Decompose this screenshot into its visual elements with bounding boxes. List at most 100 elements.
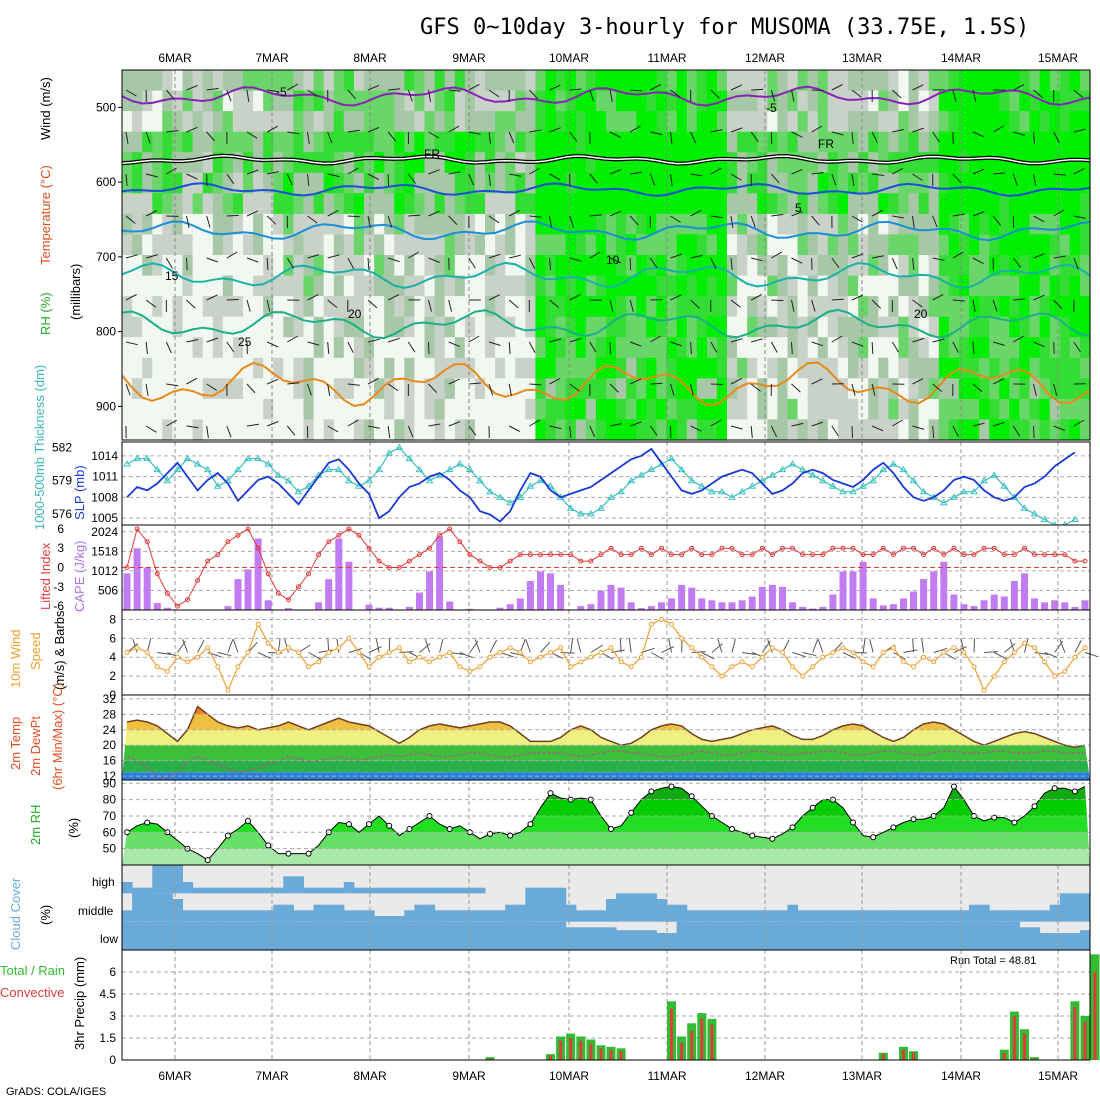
rh-cell: [303, 255, 315, 277]
rh-cell: [1059, 172, 1071, 194]
rh-cell: [142, 111, 153, 133]
rh2m-point: [769, 835, 776, 842]
wind10-barb: [731, 638, 736, 653]
rh-cell: [696, 378, 708, 400]
rh-cell: [202, 111, 214, 133]
rh-cell: [555, 193, 567, 215]
rh-cell: [898, 378, 910, 400]
rh-cell: [454, 70, 466, 92]
rh-cell: [212, 234, 224, 256]
rh-cell: [263, 193, 274, 215]
wind-barb: [710, 215, 723, 219]
rh-cell: [727, 357, 738, 379]
rh-cell: [142, 337, 153, 359]
cloud-high-bar: [303, 887, 315, 894]
rh-cell: [979, 357, 990, 379]
wind-barb: [246, 131, 258, 139]
rh-band: [122, 848, 1090, 865]
wind-barb: [831, 257, 840, 268]
cloud-middle-bar: [999, 910, 1010, 922]
rh-cell: [1059, 213, 1071, 236]
wind-barb: [549, 257, 552, 271]
wind10-barb: [368, 646, 382, 653]
rh-cell: [989, 213, 1000, 236]
wind10-point: [991, 673, 997, 679]
li-point: [265, 571, 271, 577]
rh-cell: [263, 90, 274, 112]
wind-barb: [771, 299, 784, 302]
rh-cell: [706, 275, 718, 297]
thickness-point: [153, 465, 162, 473]
rh-cell: [706, 296, 718, 318]
rh-cell: [989, 152, 1000, 174]
rh-cell: [545, 131, 557, 153]
wind10-point: [225, 687, 231, 693]
cloud-high-bar: [555, 887, 567, 894]
precip-conv-bar: [1073, 1007, 1077, 1060]
rh-cell: [525, 357, 536, 379]
cloud-middle-bar: [767, 910, 778, 922]
cape-bar: [123, 573, 131, 610]
thickness-point: [365, 476, 373, 484]
rh-cell: [263, 316, 274, 338]
rh-cell: [464, 398, 476, 421]
rh-cell: [364, 193, 375, 215]
wind-barb: [811, 421, 824, 427]
rh-cell: [817, 337, 829, 359]
rh-cell: [636, 296, 647, 318]
rh-cell: [787, 337, 799, 359]
thickness-point: [496, 493, 505, 500]
date-label-top: 14MAR: [941, 51, 981, 65]
rh-cell: [606, 357, 617, 379]
rh-cell: [595, 213, 607, 236]
rh-cell: [374, 255, 385, 277]
rh-cell: [253, 70, 264, 92]
precip-conv-bar: [912, 1052, 915, 1060]
rh-cell: [1039, 296, 1051, 318]
rh-cell: [202, 378, 214, 400]
cloud-high-bar: [414, 887, 425, 894]
rh-cell: [353, 131, 365, 153]
cloud-middle-bar: [958, 910, 970, 922]
rh-cell: [162, 152, 173, 174]
rh-cell: [394, 398, 405, 421]
rh-cell: [595, 152, 607, 174]
wind-barb: [730, 425, 743, 430]
rh-cell: [343, 234, 355, 256]
rh-cell: [132, 255, 143, 277]
cloud-middle-bar: [172, 899, 183, 922]
rh-cell: [837, 234, 849, 256]
rh-cell: [414, 234, 426, 256]
rh-cell: [152, 70, 163, 92]
cape-bar: [1000, 596, 1008, 610]
li-point: [346, 526, 352, 532]
rh-cell: [464, 275, 476, 297]
rh-cell: [253, 213, 264, 236]
rh-cell: [545, 357, 557, 379]
rh-cell: [837, 275, 849, 297]
wind10-point: [386, 650, 392, 655]
isotherm-line: [121, 308, 1091, 340]
wind-barb: [972, 211, 985, 217]
cloud-middle-bar: [626, 893, 637, 922]
rh-cell: [172, 193, 184, 215]
wind10-point: [164, 668, 170, 674]
wind-barb: [690, 254, 703, 259]
precip-conv-bar: [609, 1049, 613, 1060]
rh-cell: [414, 172, 426, 194]
rh-cell: [172, 111, 184, 133]
rh-cell: [656, 131, 668, 153]
rh-cell: [676, 213, 688, 236]
rh-cell: [1049, 398, 1061, 421]
rh-cell: [333, 398, 345, 421]
rh-cell: [747, 111, 758, 133]
wind10-point: [548, 650, 553, 655]
wind-barb: [246, 169, 259, 175]
rh-cell: [938, 111, 950, 133]
rh-cell: [152, 131, 163, 153]
cape-bar: [748, 596, 756, 610]
rh-cell: [394, 111, 405, 133]
wind10-barb: [812, 639, 819, 653]
cloud-low-bar: [1019, 927, 1030, 950]
